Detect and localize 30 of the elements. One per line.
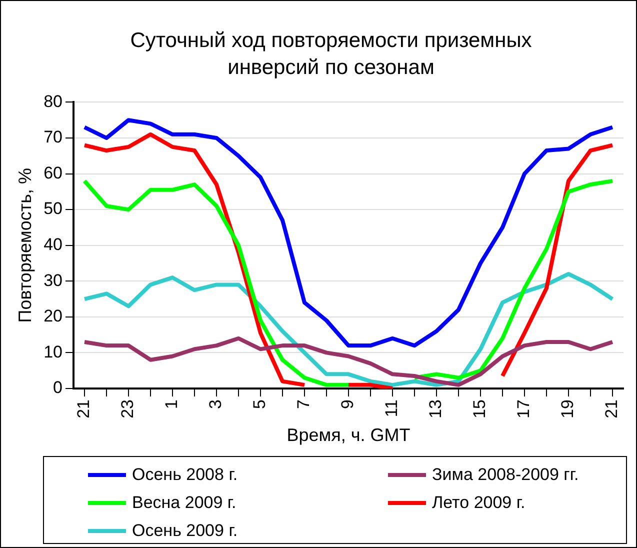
y-tick-label: 20: [44, 306, 63, 326]
y-tick-label: 40: [44, 235, 63, 254]
legend-label: Осень 2008 г.: [132, 465, 238, 485]
y-tick-label: 30: [44, 270, 63, 290]
y-tick-label: 50: [44, 199, 63, 218]
x-tick-label: 9: [338, 399, 358, 409]
x-tick-label: 21: [74, 399, 94, 418]
legend-label: Лето 2009 г.: [432, 493, 526, 513]
legend-label: Зима 2008-2009 гг.: [432, 465, 579, 485]
x-tick-label: 1: [162, 399, 182, 409]
x-tick-label: 17: [514, 399, 534, 418]
x-tick-label: 19: [558, 399, 578, 418]
y-tick-label: 10: [44, 342, 63, 362]
x-tick-label: 15: [470, 399, 490, 418]
x-tick-label: 11: [382, 399, 402, 418]
x-tick-label: 21: [602, 399, 622, 418]
y-tick-label: 80: [44, 92, 63, 111]
y-tick-label: 60: [44, 163, 63, 182]
x-tick-label: 5: [250, 399, 270, 409]
x-tick-label: 3: [206, 399, 226, 409]
y-axis-title: Повторяемость, %: [14, 168, 35, 323]
y-tick-label: 70: [44, 128, 63, 147]
legend-label: Весна 2009 г.: [132, 493, 236, 513]
chart-title: Суточный ход повторяемости приземных инверсий по сезонам: [129, 28, 533, 81]
x-tick-label: 23: [118, 399, 138, 418]
legend-label: Осень 2009 г.: [132, 521, 238, 541]
y-tick-label: 0: [53, 378, 63, 398]
x-axis-title: Время, ч. GMT: [286, 425, 410, 446]
x-tick-label: 13: [426, 399, 446, 418]
x-tick-label: 7: [294, 399, 314, 409]
